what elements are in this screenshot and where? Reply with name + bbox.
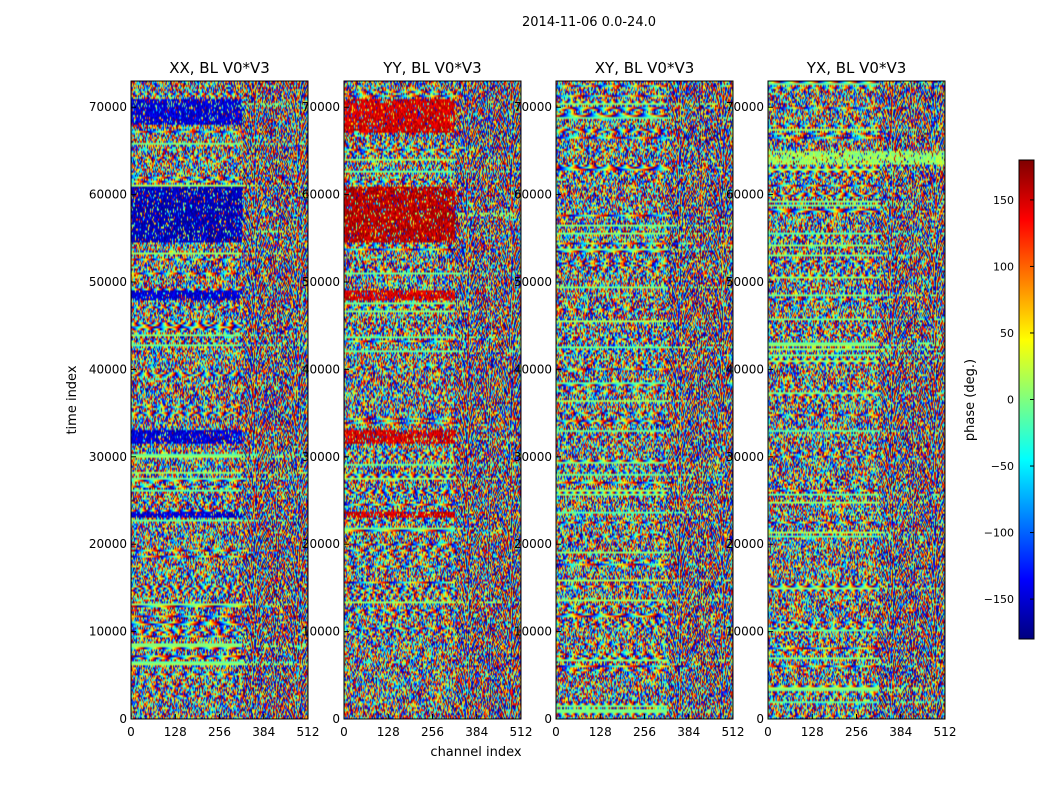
heatmap-image <box>768 81 945 719</box>
y-tick-label: 50000 <box>89 275 127 289</box>
colorbar-tick-label: 100 <box>993 260 1014 273</box>
x-tick-label: 512 <box>722 725 745 739</box>
y-tick-label: 50000 <box>726 275 764 289</box>
x-tick-label: 128 <box>801 725 824 739</box>
y-tick-label: 50000 <box>514 275 552 289</box>
x-tick-label: 128 <box>377 725 400 739</box>
x-tick-label: 384 <box>465 725 488 739</box>
y-tick-label: 30000 <box>514 450 552 464</box>
y-tick-label: 70000 <box>514 100 552 114</box>
x-tick-label: 256 <box>421 725 444 739</box>
colorbar-tick-label: −50 <box>991 460 1014 473</box>
figure-suptitle: 2014-11-06 0.0-24.0 <box>522 15 656 30</box>
y-tick-label: 0 <box>119 712 127 726</box>
panels: XX, BL V0*V3 0 128 256 384 512 0 10000 20000 3000… <box>89 59 957 739</box>
y-tick-label: 10000 <box>302 625 340 639</box>
y-tick-label: 0 <box>544 712 552 726</box>
x-tick-label: 256 <box>633 725 656 739</box>
y-tick-label: 40000 <box>302 362 340 376</box>
x-tick-label: 0 <box>764 725 772 739</box>
x-axis-label: channel index <box>430 745 521 760</box>
x-tick-label: 384 <box>677 725 700 739</box>
panel-0: XX, BL V0*V3 0 128 256 384 512 0 10000 20000 3000… <box>89 59 320 739</box>
y-tick-label: 20000 <box>726 537 764 551</box>
y-tick-label: 30000 <box>89 450 127 464</box>
colorbar-tick-label: −100 <box>984 527 1014 540</box>
heatmap-image <box>556 81 733 719</box>
y-tick-label: 20000 <box>302 537 340 551</box>
y-tick-label: 60000 <box>514 188 552 202</box>
y-tick-label: 60000 <box>89 188 127 202</box>
x-tick-label: 384 <box>252 725 275 739</box>
y-tick-label: 70000 <box>89 100 127 114</box>
x-tick-label: 256 <box>208 725 231 739</box>
x-tick-label: 0 <box>127 725 135 739</box>
x-tick-label: 512 <box>934 725 957 739</box>
y-tick-label: 70000 <box>726 100 764 114</box>
colorbar: 150 100 50 0 −50 −100 −150 <box>984 159 1035 640</box>
y-tick-label: 60000 <box>302 188 340 202</box>
y-tick-label: 10000 <box>726 625 764 639</box>
y-tick-label: 30000 <box>726 450 764 464</box>
x-tick-label: 128 <box>589 725 612 739</box>
panel-title: XX, BL V0*V3 <box>169 59 270 77</box>
y-tick-label: 20000 <box>514 537 552 551</box>
x-tick-label: 128 <box>164 725 187 739</box>
panel-3: YX, BL V0*V3 0 128 256 384 512 0 10000 20000 3000… <box>726 59 957 739</box>
panel-title: YX, BL V0*V3 <box>806 59 907 77</box>
panel-title: YY, BL V0*V3 <box>382 59 481 77</box>
colorbar-tick-label: −150 <box>984 593 1014 606</box>
heatmap-image <box>344 81 521 719</box>
y-tick-label: 70000 <box>302 100 340 114</box>
y-axis-label: time index <box>65 365 80 434</box>
x-tick-label: 0 <box>552 725 560 739</box>
colorbar-tick-label: 150 <box>993 194 1014 207</box>
y-tick-label: 40000 <box>726 362 764 376</box>
y-tick-label: 0 <box>332 712 340 726</box>
y-tick-label: 60000 <box>726 188 764 202</box>
colorbar-tick-label: 0 <box>1007 394 1014 407</box>
y-tick-label: 40000 <box>514 362 552 376</box>
panel-title: XY, BL V0*V3 <box>595 59 695 77</box>
panel-2: XY, BL V0*V3 0 128 256 384 512 0 10000 20000 3000… <box>514 59 745 739</box>
x-tick-label: 512 <box>297 725 320 739</box>
y-tick-label: 0 <box>756 712 764 726</box>
x-tick-label: 0 <box>340 725 348 739</box>
y-tick-label: 10000 <box>89 625 127 639</box>
x-tick-label: 384 <box>889 725 912 739</box>
y-tick-label: 50000 <box>302 275 340 289</box>
colorbar-label: phase (deg.) <box>963 359 978 441</box>
y-tick-label: 30000 <box>302 450 340 464</box>
x-tick-label: 512 <box>510 725 533 739</box>
y-tick-label: 20000 <box>89 537 127 551</box>
y-tick-label: 10000 <box>514 625 552 639</box>
heatmap-image <box>131 81 308 719</box>
panel-1: YY, BL V0*V3 0 128 256 384 512 0 10000 20000 3000… <box>302 59 533 739</box>
y-tick-label: 40000 <box>89 362 127 376</box>
colorbar-tick-label: 50 <box>1000 327 1014 340</box>
x-tick-label: 256 <box>845 725 868 739</box>
